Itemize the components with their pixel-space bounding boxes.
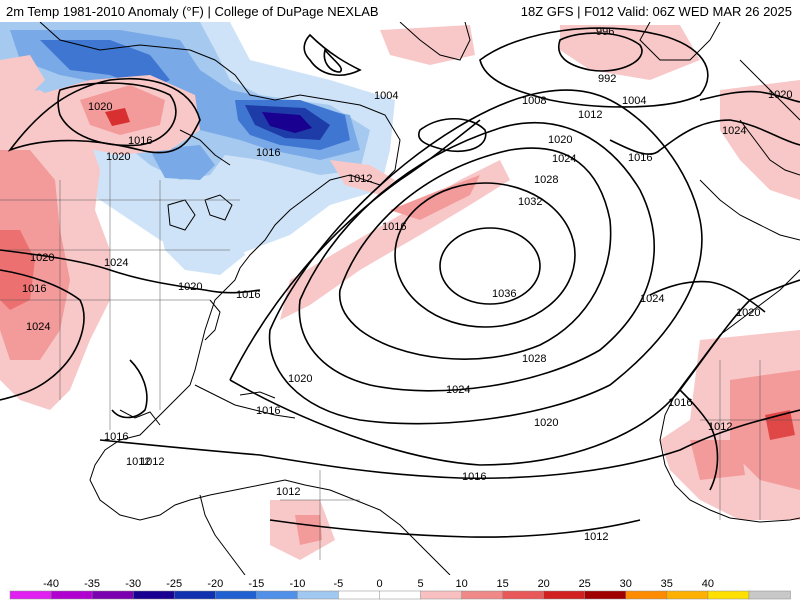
colorbar-swatch — [625, 590, 668, 600]
colorbar-swatch — [50, 590, 93, 600]
isobar-label: 1012 — [276, 486, 300, 498]
isobar-labels: 996 992 1004 1008 1004 1012 1020 1024 10… — [22, 26, 792, 543]
isobar-label: 1008 — [522, 95, 546, 107]
isobar-label: 1024 — [552, 153, 576, 165]
isobar-label: 1012 — [708, 421, 732, 433]
colorbar-tick-label: -25 — [166, 578, 182, 590]
isobar-label: 1020 — [768, 89, 792, 101]
isobar-label: 1016 — [128, 135, 152, 147]
warm-anomaly-shading — [0, 25, 800, 560]
colorbar-tick-label: -15 — [248, 578, 264, 590]
isobar-label: 1016 — [462, 471, 486, 483]
isobar-label: 1016 — [104, 431, 128, 443]
isobar-label: 1020 — [534, 417, 558, 429]
colorbar-swatch — [256, 590, 299, 600]
colorbar-tick-label: -10 — [289, 578, 305, 590]
isobar-label: 1020 — [736, 307, 760, 319]
isobar-label: 1024 — [104, 257, 128, 269]
isobar-label: 1032 — [518, 196, 542, 208]
isobar-label: 996 — [596, 26, 614, 38]
colorbar-tick-label: 15 — [496, 578, 508, 590]
colorbar-tick-label: 0 — [376, 578, 382, 590]
colorbar-swatch — [502, 590, 545, 600]
isobar-label: 1016 — [22, 283, 46, 295]
isobar-label: 1020 — [106, 151, 130, 163]
isobar-label: 1016 — [256, 405, 280, 417]
map-title: 2m Temp 1981-2010 Anomaly (°F) | College… — [6, 4, 379, 19]
isobar-label: 1020 — [548, 134, 572, 146]
isobar-label: 1036 — [492, 288, 516, 300]
isobar-label: 1016 — [668, 397, 692, 409]
map-area: 996 992 1004 1008 1004 1012 1020 1024 10… — [0, 22, 800, 575]
colorbar-labels: -40 -35 -30 -25 -20 -15 -10 -5 0 5 10 15 20 25 30 35 40 — [43, 578, 714, 590]
colorbar-tick-label: 30 — [620, 578, 632, 590]
colorbar-swatch — [707, 590, 750, 600]
colorbar-tick-label: 10 — [455, 578, 467, 590]
colorbar-canvas: -40 -35 -30 -25 -20 -15 -10 -5 0 5 10 15 20 25 30 35 40 — [9, 578, 791, 600]
colorbar-swatch — [748, 590, 791, 600]
isobar-label: 1024 — [26, 321, 50, 333]
colorbar-tick-label: 35 — [661, 578, 673, 590]
colorbar-tick-label: 5 — [417, 578, 423, 590]
isobar-label: 1020 — [178, 281, 202, 293]
anomaly-colorbar: -40 -35 -30 -25 -20 -15 -10 -5 0 5 10 15 20 25 30 35 40 — [0, 575, 800, 600]
colorbar-swatch — [543, 590, 586, 600]
isobar-label: 1020 — [288, 373, 312, 385]
political-borders — [0, 160, 800, 560]
colorbar-swatch — [379, 590, 422, 600]
colorbar-swatches — [9, 590, 791, 600]
colorbar-tick-label: 40 — [702, 578, 714, 590]
map-header: 2m Temp 1981-2010 Anomaly (°F) | College… — [0, 0, 800, 22]
colorbar-tick-label: 20 — [538, 578, 550, 590]
isobar-label: 992 — [598, 73, 616, 85]
colorbar-swatch — [9, 590, 52, 600]
colorbar-swatch — [420, 590, 463, 600]
colorbar-tick-label: 25 — [579, 578, 591, 590]
colorbar-swatch — [297, 590, 340, 600]
colorbar-tick-label: -40 — [43, 578, 59, 590]
colorbar-tick-label: -35 — [84, 578, 100, 590]
isobar-label: 1004 — [374, 90, 398, 102]
isobar-label: 1016 — [628, 152, 652, 164]
isobar-label: 1028 — [522, 353, 546, 365]
colorbar-tick-label: -30 — [125, 578, 141, 590]
model-run-info: 18Z GFS | F012 Valid: 06Z WED MAR 26 202… — [520, 4, 792, 19]
isobar-label: 1016 — [382, 221, 406, 233]
colorbar-tick-label: -5 — [334, 578, 344, 590]
colorbar-swatch — [584, 590, 627, 600]
colorbar-swatch — [91, 590, 134, 600]
coastlines — [39, 22, 800, 575]
colorbar-tick-label: -20 — [207, 578, 223, 590]
isobar-label: 1028 — [534, 174, 558, 186]
isobar-label: 1012 — [126, 456, 150, 468]
isobar-label: 1024 — [722, 125, 746, 137]
isobar-label: 1012 — [578, 109, 602, 121]
isobar-label: 1012 — [140, 456, 164, 468]
colorbar-swatch — [461, 590, 504, 600]
isobar-label: 1020 — [88, 101, 112, 113]
colorbar-swatch — [132, 590, 176, 600]
isobars — [0, 27, 800, 538]
isobar-label: 1012 — [584, 531, 608, 543]
isobar-label: 1020 — [30, 252, 54, 264]
colorbar-swatch — [173, 590, 217, 600]
isobar-label: 1024 — [640, 293, 664, 305]
isobar-label: 1012 — [348, 173, 372, 185]
isobar-label: 1016 — [236, 289, 260, 301]
isobar-label: 1024 — [446, 384, 470, 396]
isobar-label: 1004 — [622, 95, 646, 107]
colorbar-swatch — [215, 590, 258, 600]
isobar-label: 1016 — [256, 147, 280, 159]
map-canvas: 996 992 1004 1008 1004 1012 1020 1024 10… — [0, 22, 800, 575]
colorbar-swatch — [666, 590, 709, 600]
colorbar-swatch — [338, 590, 381, 600]
